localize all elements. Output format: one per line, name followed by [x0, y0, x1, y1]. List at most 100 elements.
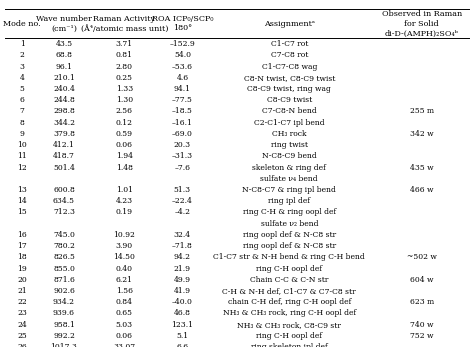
Text: 32.4: 32.4 [174, 231, 191, 239]
Text: –152.9: –152.9 [170, 40, 195, 48]
Text: 2: 2 [20, 51, 25, 59]
Text: 94.1: 94.1 [174, 85, 191, 93]
Text: 9: 9 [20, 130, 25, 138]
Text: –71.8: –71.8 [172, 242, 193, 250]
Text: Mode no.: Mode no. [3, 19, 41, 27]
Text: –4.2: –4.2 [174, 209, 191, 217]
Text: 33.07: 33.07 [113, 343, 136, 347]
Text: 466 w: 466 w [410, 186, 433, 194]
Text: 1.94: 1.94 [116, 152, 133, 160]
Text: sulfate ν₄ bend: sulfate ν₄ bend [260, 175, 318, 183]
Text: 344.2: 344.2 [53, 119, 75, 127]
Text: chain C-H def, ring C-H oopl def: chain C-H def, ring C-H oopl def [228, 298, 351, 306]
Text: ring ipl def: ring ipl def [268, 197, 310, 205]
Text: 752 w: 752 w [410, 332, 433, 340]
Text: C1-C7-C8 wag: C1-C7-C8 wag [262, 62, 317, 70]
Text: ring skeleton ipl def: ring skeleton ipl def [251, 343, 328, 347]
Text: 26: 26 [17, 343, 27, 347]
Text: 6.21: 6.21 [116, 276, 133, 284]
Text: 24: 24 [17, 321, 27, 329]
Text: 14.50: 14.50 [113, 253, 135, 261]
Text: 25: 25 [17, 332, 27, 340]
Text: 68.8: 68.8 [55, 51, 73, 59]
Text: 5.1: 5.1 [176, 332, 189, 340]
Text: 10.92: 10.92 [113, 231, 135, 239]
Text: 1.01: 1.01 [116, 186, 133, 194]
Text: –7.6: –7.6 [174, 163, 191, 171]
Text: C8-C9 twist, ring wag: C8-C9 twist, ring wag [247, 85, 331, 93]
Text: 600.8: 600.8 [53, 186, 75, 194]
Text: 0.25: 0.25 [116, 74, 133, 82]
Text: 22: 22 [17, 298, 27, 306]
Text: 740 w: 740 w [410, 321, 433, 329]
Text: 244.8: 244.8 [53, 96, 75, 104]
Text: 54.0: 54.0 [174, 51, 191, 59]
Text: 43.5: 43.5 [55, 40, 73, 48]
Text: –53.6: –53.6 [172, 62, 193, 70]
Text: ring C-H oopl def: ring C-H oopl def [256, 264, 322, 272]
Text: 8: 8 [20, 119, 25, 127]
Text: 501.4: 501.4 [53, 163, 75, 171]
Text: 20.3: 20.3 [174, 141, 191, 149]
Text: 7: 7 [20, 108, 25, 116]
Text: 412.1: 412.1 [53, 141, 75, 149]
Text: 41.9: 41.9 [174, 287, 191, 295]
Text: Raman Activity
(Å⁴/atomic mass unit): Raman Activity (Å⁴/atomic mass unit) [81, 15, 168, 32]
Text: 6: 6 [20, 96, 25, 104]
Text: ring C-H & ring oopl def: ring C-H & ring oopl def [243, 209, 336, 217]
Text: 19: 19 [17, 264, 27, 272]
Text: –16.1: –16.1 [172, 119, 193, 127]
Text: 0.06: 0.06 [116, 332, 133, 340]
Text: –77.5: –77.5 [172, 96, 193, 104]
Text: 0.84: 0.84 [116, 298, 133, 306]
Text: 855.0: 855.0 [53, 264, 75, 272]
Text: 0.59: 0.59 [116, 130, 133, 138]
Text: 0.19: 0.19 [116, 209, 133, 217]
Text: C7-C8 rot: C7-C8 rot [271, 51, 308, 59]
Text: 1.56: 1.56 [116, 287, 133, 295]
Text: 96.1: 96.1 [55, 62, 73, 70]
Text: 2.56: 2.56 [116, 108, 133, 116]
Text: 342 w: 342 w [410, 130, 433, 138]
Text: 21.9: 21.9 [174, 264, 191, 272]
Text: N-C8-C9 bend: N-C8-C9 bend [262, 152, 317, 160]
Text: C8-N twist, C8-C9 twist: C8-N twist, C8-C9 twist [244, 74, 335, 82]
Text: C-H & N-H def, C1-C7 & C7-C8 str: C-H & N-H def, C1-C7 & C7-C8 str [222, 287, 356, 295]
Text: 18: 18 [17, 253, 27, 261]
Text: 826.5: 826.5 [53, 253, 75, 261]
Text: 0.81: 0.81 [116, 51, 133, 59]
Text: 871.6: 871.6 [53, 276, 75, 284]
Text: 780.2: 780.2 [53, 242, 75, 250]
Text: 2.80: 2.80 [116, 62, 133, 70]
Text: C7-C8-N bend: C7-C8-N bend [262, 108, 317, 116]
Text: ring oopl def & N-C8 str: ring oopl def & N-C8 str [243, 231, 336, 239]
Text: 10: 10 [17, 141, 27, 149]
Text: 94.2: 94.2 [174, 253, 191, 261]
Text: 4.6: 4.6 [176, 74, 189, 82]
Text: –18.5: –18.5 [172, 108, 193, 116]
Text: 939.6: 939.6 [53, 310, 75, 318]
Text: C8-C9 twist: C8-C9 twist [267, 96, 312, 104]
Text: 1017.3: 1017.3 [51, 343, 77, 347]
Text: 623 m: 623 m [410, 298, 434, 306]
Text: Assignmentᵃ: Assignmentᵃ [264, 19, 315, 27]
Text: CH₃ rock: CH₃ rock [272, 130, 307, 138]
Text: 745.0: 745.0 [53, 231, 75, 239]
Text: 634.5: 634.5 [53, 197, 75, 205]
Text: 0.06: 0.06 [116, 141, 133, 149]
Text: skeleton & ring def: skeleton & ring def [252, 163, 326, 171]
Text: 1.30: 1.30 [116, 96, 133, 104]
Text: 23: 23 [17, 310, 27, 318]
Text: 6.6: 6.6 [176, 343, 189, 347]
Text: sulfate ν₂ bend: sulfate ν₂ bend [261, 220, 318, 228]
Text: 51.3: 51.3 [174, 186, 191, 194]
Text: 255 m: 255 m [410, 108, 434, 116]
Text: 3.71: 3.71 [116, 40, 133, 48]
Text: 604 w: 604 w [410, 276, 433, 284]
Text: NH₃ & CH₃ rock, C8-C9 str: NH₃ & CH₃ rock, C8-C9 str [237, 321, 341, 329]
Text: –69.0: –69.0 [172, 130, 193, 138]
Text: 934.2: 934.2 [53, 298, 75, 306]
Text: ROA ICP₀/SCP₀
180°: ROA ICP₀/SCP₀ 180° [152, 15, 213, 32]
Text: 1.33: 1.33 [116, 85, 133, 93]
Text: 4.23: 4.23 [116, 197, 133, 205]
